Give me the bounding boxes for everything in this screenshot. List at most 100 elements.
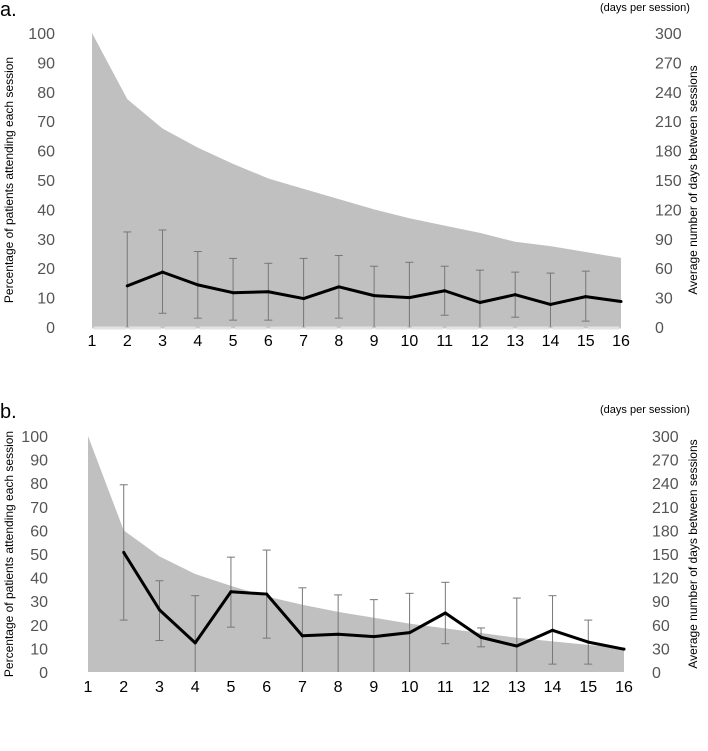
line-point (478, 301, 482, 304)
y-right-tick-label: 240 (652, 476, 679, 493)
y-left-tick-label: 40 (30, 571, 48, 588)
y-left-tick-label: 100 (28, 26, 55, 43)
x-tick-label: 16 (615, 679, 633, 696)
x-tick-label: 7 (298, 679, 307, 696)
y-left-tick-label: 0 (39, 665, 48, 682)
y-left-tick-label: 40 (37, 202, 55, 219)
line-point (515, 644, 519, 648)
x-tick-label: 11 (436, 333, 453, 350)
x-tick-label: 3 (158, 333, 167, 350)
line-point (229, 590, 233, 594)
x-tick-label: 8 (334, 333, 343, 350)
y-right-tick-label: 300 (652, 429, 679, 446)
unit-note: (days per session) (600, 404, 690, 416)
x-tick-label: 9 (370, 333, 379, 350)
y-left-axis-title: Percentage of patients attending each se… (2, 57, 16, 303)
x-tick-label: 12 (472, 679, 490, 696)
x-tick-label: 1 (88, 333, 97, 350)
line-point (161, 270, 165, 274)
y-right-tick-label: 150 (652, 547, 679, 564)
y-right-tick-label: 30 (655, 291, 673, 308)
chart-panel-1: a. (days per session) 0 10 20 30 40 50 60 70 80 90 1… (0, 0, 700, 350)
x-tick-label: 13 (508, 679, 526, 696)
x-tick-label: 14 (542, 333, 560, 350)
line-point (586, 640, 590, 644)
line-point (125, 284, 129, 288)
y-left-tick-label: 20 (37, 261, 55, 278)
line-point (337, 285, 341, 289)
x-tick-label: 5 (229, 333, 238, 350)
y-right-tick-label: 210 (652, 500, 679, 517)
x-tick-label: 2 (123, 333, 132, 350)
line-point (193, 641, 197, 645)
line-point (157, 608, 161, 612)
y-right-tick-label: 90 (655, 232, 673, 249)
x-tick-label: 14 (544, 679, 562, 696)
line-point (231, 291, 235, 295)
x-tick-label: 1 (84, 679, 93, 696)
y-right-tick-label: 210 (655, 114, 682, 131)
y-left-tick-label: 60 (37, 144, 55, 161)
y-right-tick-label: 300 (655, 26, 682, 43)
y-right-tick-label: 150 (655, 173, 682, 190)
y-right-tick-label: 270 (655, 55, 682, 72)
y-right-tick-label: 60 (652, 618, 670, 635)
y-left-tick-label: 20 (30, 618, 48, 635)
line-point (619, 300, 623, 304)
line-point (479, 635, 483, 639)
chart-panel-2: b. (days per session)01020304050607080901… (0, 401, 700, 696)
x-tick-label: 5 (226, 679, 235, 696)
y-right-tick-label: 240 (655, 85, 682, 102)
y-left-tick-label: 80 (37, 85, 55, 102)
unit-note: (days per session) (600, 2, 690, 14)
line-point (443, 611, 447, 615)
y-right-tick-label: 60 (655, 261, 673, 278)
line-point (372, 635, 376, 639)
x-tick-label: 3 (155, 679, 164, 696)
line-point (196, 283, 200, 287)
y-right-tick-label: 90 (652, 594, 670, 611)
x-tick-label: 12 (471, 333, 489, 350)
y-right-tick-label: 120 (652, 571, 679, 588)
line-point (584, 295, 588, 299)
y-right-axis-title: Average number of days between sessions (686, 65, 700, 294)
line-point (302, 297, 306, 301)
x-tick-label: 13 (506, 333, 524, 350)
line-point (122, 550, 126, 554)
x-tick-label: 10 (401, 333, 419, 350)
y-left-tick-label: 80 (30, 476, 48, 493)
line-point (407, 296, 411, 300)
x-tick-label: 6 (264, 333, 273, 350)
line-point (265, 592, 269, 596)
y-left-tick-label: 70 (37, 114, 55, 131)
line-point (300, 634, 304, 638)
y-left-axis-title: Percentage of patients attending each se… (2, 431, 16, 677)
y-left-tick-label: 10 (30, 641, 48, 658)
line-point (443, 289, 447, 293)
x-tick-label: 2 (119, 679, 128, 696)
attendance-area (88, 436, 624, 672)
line-point (372, 294, 376, 298)
y-right-tick-label: 0 (652, 665, 661, 682)
y-left-tick-label: 90 (37, 55, 55, 72)
x-tick-label: 4 (191, 679, 200, 696)
line-point (548, 302, 552, 306)
x-tick-label: 4 (193, 333, 202, 350)
panel-label: a. (0, 0, 17, 21)
y-left-tick-label: 50 (37, 173, 55, 190)
line-point (336, 632, 340, 636)
x-tick-label: 7 (299, 333, 308, 350)
line-point (622, 647, 626, 651)
y-left-tick-label: 60 (30, 523, 48, 540)
attendance-area (92, 33, 621, 327)
line-point (408, 631, 412, 635)
y-left-tick-label: 0 (46, 320, 55, 337)
x-tick-label: 8 (334, 679, 343, 696)
y-left-tick-label: 50 (30, 547, 48, 564)
y-right-tick-label: 270 (652, 453, 679, 470)
x-tick-label: 15 (577, 333, 595, 350)
line-point (551, 628, 555, 632)
x-tick-label: 6 (262, 679, 271, 696)
line-point (513, 293, 517, 297)
x-tick-label: 15 (579, 679, 597, 696)
